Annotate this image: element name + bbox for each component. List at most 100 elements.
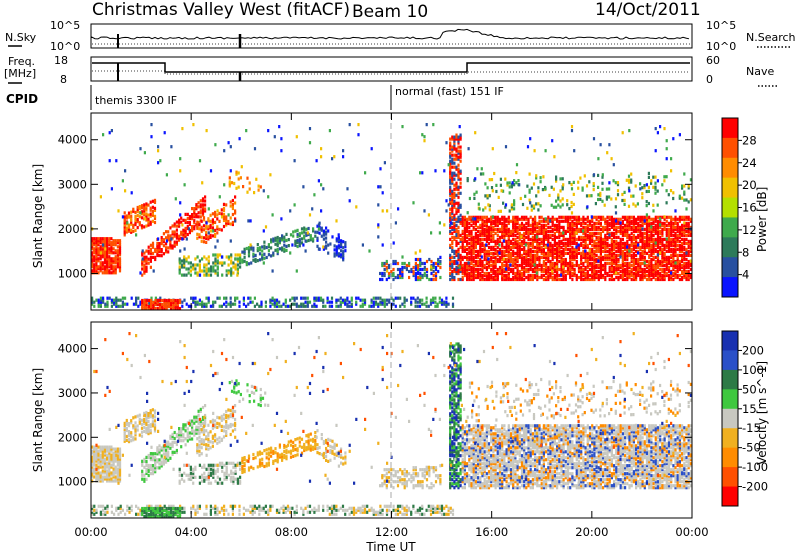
scatter-cell (149, 214, 152, 218)
scatter-cell (571, 227, 574, 231)
scatter-cell (551, 275, 554, 280)
scatter-cell (141, 302, 144, 307)
scatter-cell (414, 265, 417, 270)
scatter-cell (496, 267, 499, 272)
scatter-cell (551, 253, 554, 257)
scatter-cell (621, 229, 624, 233)
scatter-cell (466, 257, 469, 262)
scatter-cell (548, 193, 551, 197)
scatter-cell (149, 220, 152, 224)
scatter-cell (588, 249, 591, 253)
nsky-panel: N.Sky 10^5 10^0 10^5 10^0 N.Search (5, 19, 796, 53)
scatter-cell (342, 149, 345, 153)
scatter-cell (487, 253, 491, 257)
scatter-cell (591, 247, 594, 251)
scatter-cell (466, 271, 469, 276)
scatter-cell (138, 221, 141, 225)
scatter-cell (160, 242, 163, 246)
scatter-cell (537, 208, 540, 212)
scatter-cell (569, 247, 572, 251)
scatter-cell (485, 267, 488, 272)
scatter-cell (628, 129, 631, 133)
scatter-cell (681, 259, 684, 264)
scatter-cell (116, 239, 119, 243)
scatter-cell (457, 241, 460, 245)
scatter-cell (214, 253, 217, 257)
scatter-cell (512, 269, 515, 274)
scatter-cell (474, 261, 477, 266)
scatter-cell (540, 249, 543, 253)
scatter-cell (143, 217, 146, 221)
scatter-cell (573, 255, 576, 259)
scatter-cell (95, 265, 98, 269)
scatter-cell (383, 261, 386, 266)
scatter-cell (156, 298, 159, 303)
scatter-cell (549, 245, 552, 249)
nsearch-tick-bottom: 10^0 (706, 40, 736, 53)
scatter-cell (194, 300, 197, 304)
scatter-cell (621, 227, 624, 231)
scatter-cell (483, 273, 486, 278)
scatter-cell (687, 241, 690, 245)
scatter-cell (577, 267, 581, 272)
scatter-cell (613, 243, 616, 247)
scatter-cell (143, 225, 146, 229)
scatter-cell (134, 222, 137, 227)
scatter-cell (229, 216, 232, 220)
scatter-cell (196, 220, 199, 224)
scatter-cell (525, 255, 528, 259)
scatter-cell (639, 273, 642, 278)
scatter-cell (595, 245, 598, 249)
scatter-cell (507, 227, 510, 231)
scatter-cell (635, 277, 638, 282)
scatter-cell (502, 189, 505, 193)
scatter-cell (584, 225, 587, 229)
scatter-cell (601, 175, 604, 179)
scatter-cell (687, 261, 690, 266)
scatter-cell (558, 221, 561, 225)
scatter-cell (571, 223, 574, 227)
scatter-cell (512, 253, 515, 257)
scatter-cell (588, 233, 592, 237)
scatter-cell (575, 261, 578, 266)
scatter-cell (173, 242, 176, 246)
scatter-cell (468, 241, 471, 245)
scatter-cell (577, 215, 581, 219)
scatter-cell (687, 265, 690, 270)
scatter-cell (93, 447, 96, 451)
scatter-cell (95, 447, 98, 451)
scatter-cell (322, 237, 325, 241)
scatter-cell (536, 237, 539, 241)
scatter-cell (294, 243, 297, 247)
scatter-cell (628, 275, 631, 280)
scatter-cell (608, 249, 611, 253)
scatter-cell (667, 193, 670, 197)
scatter-cell (439, 259, 442, 264)
scatter-cell (165, 248, 168, 252)
scatter-cell (560, 269, 563, 274)
scatter-cell (234, 267, 237, 271)
scatter-cell (588, 180, 591, 184)
scatter-cell (463, 271, 466, 276)
scatter-cell (397, 207, 400, 211)
scatter-cell (316, 230, 319, 234)
scatter-cell (455, 193, 458, 197)
scatter-cell (588, 261, 592, 266)
scatter-cell (314, 234, 317, 238)
scatter-cell (615, 275, 618, 280)
scatter-cell (178, 259, 181, 263)
scatter-cell (304, 304, 307, 308)
scatter-cell (661, 237, 664, 241)
scatter-cell (626, 267, 629, 272)
scatter-cell (580, 253, 583, 257)
scatter-cell (410, 269, 413, 274)
scatter-cell (650, 273, 653, 278)
scatter-cell (656, 131, 659, 135)
scatter-cell (683, 184, 686, 188)
scatter-cell (305, 233, 308, 237)
scatter-cell (294, 229, 297, 233)
scatter-cell (212, 304, 215, 308)
scatter-cell (408, 275, 411, 280)
scatter-cell (196, 236, 199, 240)
scatter-cell (584, 229, 587, 233)
